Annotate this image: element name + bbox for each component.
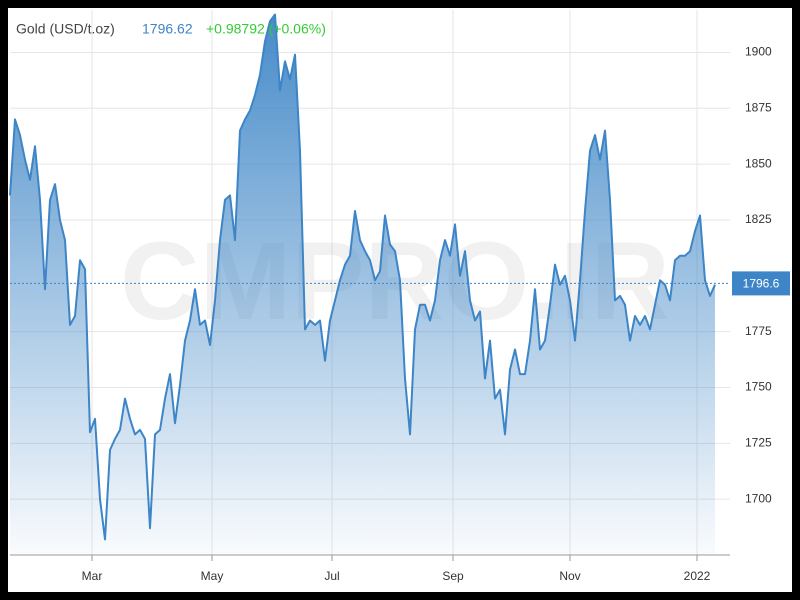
y-tick-label: 1750 [745, 380, 772, 394]
change: +0.98792 (+0.06%) [206, 21, 326, 37]
y-tick-label: 1825 [745, 212, 772, 226]
y-tick-label: 1850 [745, 156, 772, 170]
last-value-label: 1796.6 [743, 277, 780, 291]
area [10, 14, 715, 555]
x-tick-label: 2022 [684, 569, 711, 583]
y-tick-label: 1725 [745, 435, 772, 449]
x-tick-label: Jul [324, 569, 339, 583]
x-tick-label: Mar [82, 569, 103, 583]
y-tick-label: 1900 [745, 45, 772, 59]
price: 1796.62 [142, 21, 193, 37]
chart-title: Gold (USD/t.oz) [16, 21, 115, 37]
x-tick-label: May [201, 569, 224, 583]
y-tick-label: 1700 [745, 491, 772, 505]
line [9, 13, 716, 541]
x-tick-label: Sep [442, 569, 464, 583]
last-value-box [732, 271, 790, 296]
y-tick-label: 1775 [745, 324, 772, 338]
x-tick-label: Nov [559, 569, 580, 583]
y-tick-label: 1875 [745, 100, 772, 114]
